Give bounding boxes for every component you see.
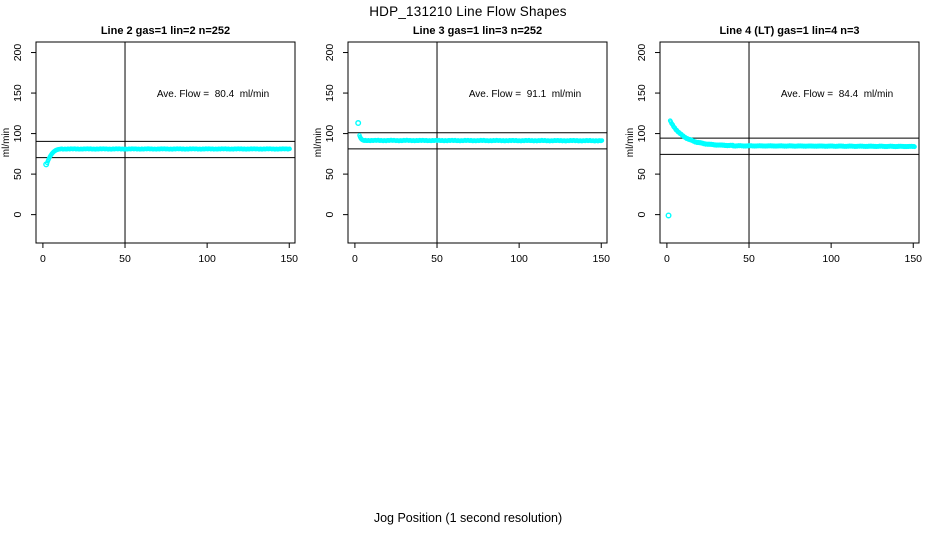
svg-text:150: 150 (324, 84, 336, 102)
svg-text:100: 100 (510, 253, 528, 265)
ave-flow-annotation: Ave. Flow = 80.4 ml/min (156, 89, 270, 100)
x-axis-label: Jog Position (1 second resolution) (373, 511, 563, 525)
panel-line-4: Line 4 (LT) gas=1 lin=4 n=3 Ave. Flow = … (624, 0, 936, 272)
panel-title: Line 3 gas=1 lin=3 n=252 (412, 25, 543, 37)
svg-text:ml/min: ml/min (313, 128, 324, 157)
svg-text:100: 100 (324, 125, 336, 143)
svg-text:50: 50 (119, 253, 131, 265)
svg-text:150: 150 (280, 253, 298, 265)
svg-text:0: 0 (352, 253, 358, 265)
svg-text:100: 100 (198, 253, 216, 265)
svg-text:0: 0 (324, 212, 336, 218)
plot-area: 0 50 100 150 0 50 100 150 200 ml/min (313, 41, 610, 265)
svg-text:200: 200 (12, 44, 24, 62)
svg-text:50: 50 (324, 168, 336, 180)
svg-text:150: 150 (592, 253, 610, 265)
panel-title: Line 4 (LT) gas=1 lin=4 n=3 (719, 25, 860, 37)
panel-line-2: Line 2 gas=1 lin=2 n=252 Ave. Flow = 80.… (0, 0, 312, 272)
svg-text:0: 0 (664, 253, 670, 265)
svg-text:ml/min: ml/min (1, 128, 12, 157)
svg-text:100: 100 (822, 253, 840, 265)
svg-text:150: 150 (904, 253, 922, 265)
plot-area: 0 50 100 150 0 50 100 150 200 ml/min (625, 41, 922, 265)
svg-text:200: 200 (636, 44, 648, 62)
svg-text:100: 100 (12, 125, 24, 143)
svg-text:100: 100 (636, 125, 648, 143)
svg-text:200: 200 (324, 44, 336, 62)
svg-text:150: 150 (636, 84, 648, 102)
svg-text:50: 50 (431, 253, 443, 265)
plot-area: 0 50 100 150 0 50 100 150 200 ml/min (1, 41, 298, 265)
panel-title: Line 2 gas=1 lin=2 n=252 (100, 25, 231, 37)
svg-text:0: 0 (12, 212, 24, 218)
panel-line-3: Line 3 gas=1 lin=3 n=252 Ave. Flow = 91.… (312, 0, 624, 272)
svg-text:150: 150 (12, 84, 24, 102)
svg-text:50: 50 (636, 168, 648, 180)
svg-text:50: 50 (12, 168, 24, 180)
svg-text:0: 0 (40, 253, 46, 265)
ave-flow-annotation: Ave. Flow = 91.1 ml/min (468, 89, 582, 100)
svg-text:50: 50 (743, 253, 755, 265)
figure-title: HDP_131210 Line Flow Shapes (369, 4, 567, 19)
svg-text:0: 0 (636, 212, 648, 218)
svg-text:ml/min: ml/min (625, 128, 636, 157)
ave-flow-annotation: Ave. Flow = 84.4 ml/min (780, 89, 894, 100)
panels-row: Line 2 gas=1 lin=2 n=252 Ave. Flow = 80.… (0, 0, 936, 272)
